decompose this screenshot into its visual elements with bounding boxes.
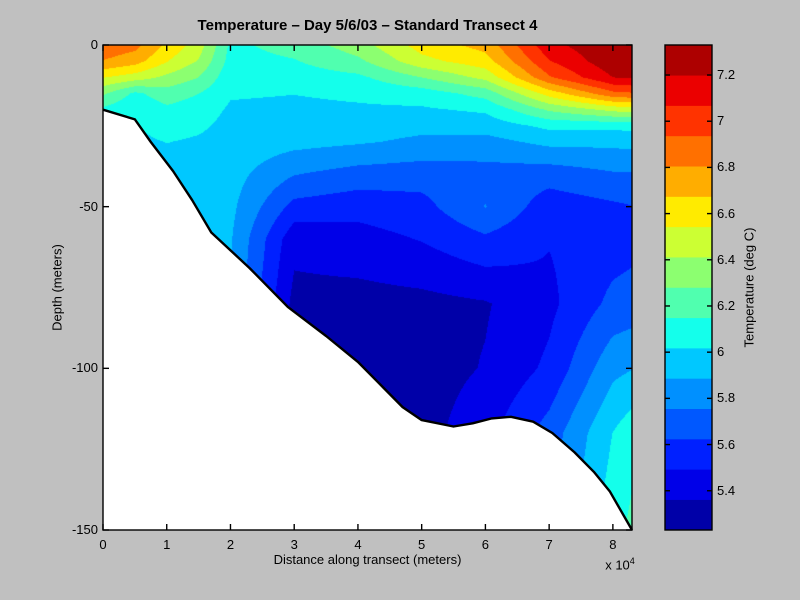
x-tick-label: 4 [354, 537, 362, 552]
x-tick-label: 7 [545, 537, 553, 552]
colorbar-band [665, 135, 712, 167]
colorbar-tick-label: 7 [717, 113, 725, 129]
colorbar-band [665, 256, 712, 288]
y-tick-label: -150 [71, 522, 98, 537]
colorbar-band [665, 166, 712, 197]
colorbar-band [665, 317, 712, 349]
colorbar-band [665, 105, 712, 137]
colorbar-band [665, 226, 712, 258]
colorbar-band [665, 347, 712, 379]
y-axis-label: Depth (meters) [49, 244, 65, 331]
x-axis-exponent: x 104 [590, 556, 650, 572]
x-tick-label: 3 [290, 537, 298, 552]
x-tick-label: 6 [481, 537, 490, 552]
x-tick-label: 8 [609, 537, 617, 552]
colorbar-band [665, 408, 712, 440]
plot-title: Temperature – Day 5/6/03 – Standard Tran… [197, 17, 538, 34]
colorbar-band [665, 469, 712, 500]
colorbar-band [665, 378, 712, 409]
colorbar-band [665, 196, 712, 228]
colorbar-border [664, 44, 713, 531]
y-tick-label: 0 [90, 37, 98, 52]
colorbar-tick-label: 7.2 [717, 67, 736, 83]
colorbar-band [665, 499, 712, 531]
colorbar-tick-label: 5.8 [717, 390, 736, 406]
colorbar-tick-label: 6.2 [717, 297, 736, 313]
colorbar-tick-label: 6 [717, 344, 725, 360]
x-axis-label: Distance along transect (meters) [273, 552, 462, 567]
y-tick-label: -100 [71, 360, 98, 376]
contour-field [103, 45, 632, 530]
colorbar-band [665, 438, 712, 470]
x-tick-label: 1 [163, 537, 171, 552]
colorbar-band [665, 44, 712, 76]
colorbar-band [665, 75, 712, 106]
colorbar-tick-label: 6.6 [717, 205, 736, 221]
exponent-power: 4 [629, 556, 635, 566]
x-tick-label: 0 [99, 537, 107, 552]
colorbar-tick-label: 6.4 [717, 251, 736, 267]
colorbar-tick-label: 6.8 [717, 159, 736, 175]
x-tick-label: 2 [226, 537, 235, 552]
x-tick-label: 5 [418, 537, 426, 552]
y-tick-label: -50 [79, 198, 98, 214]
colorbar-tick-label: 5.4 [717, 482, 736, 498]
colorbar-band [665, 287, 712, 319]
exponent-prefix: x 10 [605, 557, 630, 573]
colorbar-tick-label: 5.6 [717, 436, 736, 452]
